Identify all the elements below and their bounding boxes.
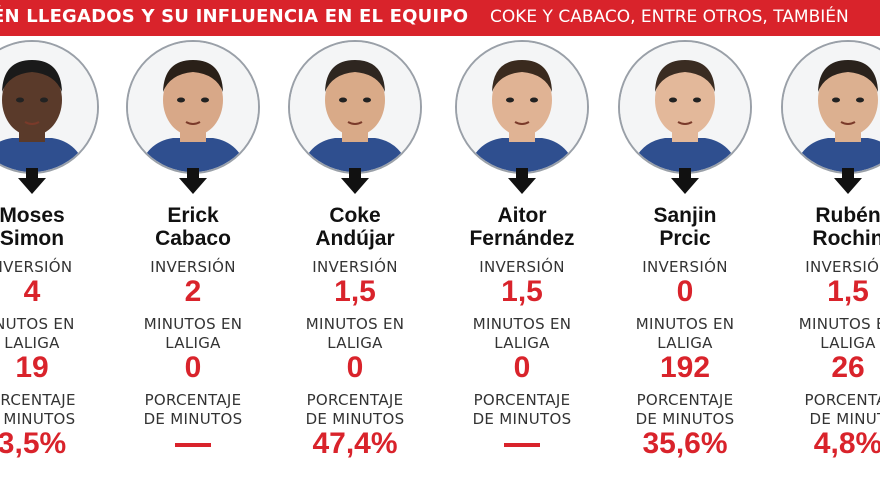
player-card: Moses Simon NVERSIÓN 4 INUTOS EN LALIGA … xyxy=(0,40,107,459)
player-card: Sanjin Prcic INVERSIÓN 0 MINUTOS EN LALI… xyxy=(610,40,760,459)
player-name: Sanjin Prcic xyxy=(653,204,717,250)
player-portrait-icon xyxy=(783,42,880,172)
minutes-value: 0 xyxy=(346,351,364,384)
percentage-value: 3,5% xyxy=(0,427,67,460)
percentage-value xyxy=(447,429,597,459)
player-name: Erick Cabaco xyxy=(155,204,231,250)
arrow-down-icon xyxy=(834,168,862,194)
minutes-value: 26 xyxy=(831,351,865,384)
player-portrait-icon xyxy=(128,42,258,172)
arrow-down-icon xyxy=(179,168,207,194)
minutes-label: MINUTOS EN LALIGA xyxy=(798,315,880,352)
inversion-value: 1,5 xyxy=(827,275,869,308)
arrow-down-icon xyxy=(18,168,46,194)
percentage-value: 35,6% xyxy=(642,427,728,460)
inversion-value: 1,5 xyxy=(334,275,376,308)
player-card: Erick Cabaco INVERSIÓN 2 MINUTOS EN LALI… xyxy=(118,40,268,459)
player-photo xyxy=(455,40,589,174)
percentage-label: ORCENTAJE E MINUTOS xyxy=(0,391,76,428)
player-card: Rubén Rochin INVERSIÓN 1,5 MINUTOS EN LA… xyxy=(773,40,880,459)
header-subtitle: COKE Y CABACO, ENTRE OTROS, TAMBIÉN xyxy=(490,7,849,27)
no-data-dash xyxy=(175,443,211,448)
minutes-label: MINUTOS EN LALIGA xyxy=(635,315,735,352)
minutes-value: 192 xyxy=(659,351,711,384)
percentage-value: 47,4% xyxy=(312,427,398,460)
arrow-down-icon xyxy=(341,168,369,194)
header-title: ÉN LLEGADOS Y SU INFLUENCIA EN EL EQUIPO xyxy=(0,6,469,27)
player-name: Coke Andújar xyxy=(315,204,395,250)
player-name: Rubén Rochin xyxy=(812,204,880,250)
minutes-value: 19 xyxy=(15,351,49,384)
minutes-label: MINUTOS EN LALIGA xyxy=(143,315,243,352)
minutes-value: 0 xyxy=(184,351,202,384)
minutes-label: INUTOS EN LALIGA xyxy=(0,315,75,352)
player-photo xyxy=(618,40,752,174)
player-card: Aitor Fernández INVERSIÓN 1,5 MINUTOS EN… xyxy=(447,40,597,459)
minutes-label: MINUTOS EN LALIGA xyxy=(472,315,572,352)
player-name: Moses Simon xyxy=(0,204,65,250)
inversion-value: 1,5 xyxy=(501,275,543,308)
player-photo xyxy=(0,40,99,174)
percentage-value xyxy=(118,429,268,459)
percentage-value: 4,8% xyxy=(813,427,880,460)
percentage-label: PORCENTAJE DE MINUTOS xyxy=(472,391,572,428)
inversion-value: 0 xyxy=(676,275,694,308)
inversion-value: 2 xyxy=(184,275,202,308)
inversion-value: 4 xyxy=(23,275,41,308)
player-card: Coke Andújar INVERSIÓN 1,5 MINUTOS EN LA… xyxy=(280,40,430,459)
header-banner: ÉN LLEGADOS Y SU INFLUENCIA EN EL EQUIPO… xyxy=(0,0,880,36)
no-data-dash xyxy=(504,443,540,448)
inversion-label: INVERSIÓN xyxy=(642,258,728,276)
percentage-label: PORCENTAJE DE MINUTOS xyxy=(305,391,405,428)
player-portrait-icon xyxy=(457,42,587,172)
percentage-label: PORCENTAJE DE MINUTOS xyxy=(635,391,735,428)
inversion-label: INVERSIÓN xyxy=(150,258,236,276)
percentage-label: PORCENTAJ DE MINUT xyxy=(804,391,880,428)
player-photo xyxy=(781,40,880,174)
player-portrait-icon xyxy=(0,42,97,172)
arrow-down-icon xyxy=(671,168,699,194)
inversion-label: INVERSIÓN xyxy=(479,258,565,276)
percentage-label: PORCENTAJE DE MINUTOS xyxy=(143,391,243,428)
player-portrait-icon xyxy=(290,42,420,172)
arrow-down-icon xyxy=(508,168,536,194)
player-photo xyxy=(288,40,422,174)
minutes-value: 0 xyxy=(513,351,531,384)
player-name: Aitor Fernández xyxy=(469,204,575,250)
player-portrait-icon xyxy=(620,42,750,172)
inversion-label: INVERSIÓN xyxy=(312,258,398,276)
inversion-label: INVERSIÓN xyxy=(805,258,880,276)
inversion-label: NVERSIÓN xyxy=(0,258,73,276)
minutes-label: MINUTOS EN LALIGA xyxy=(305,315,405,352)
player-photo xyxy=(126,40,260,174)
